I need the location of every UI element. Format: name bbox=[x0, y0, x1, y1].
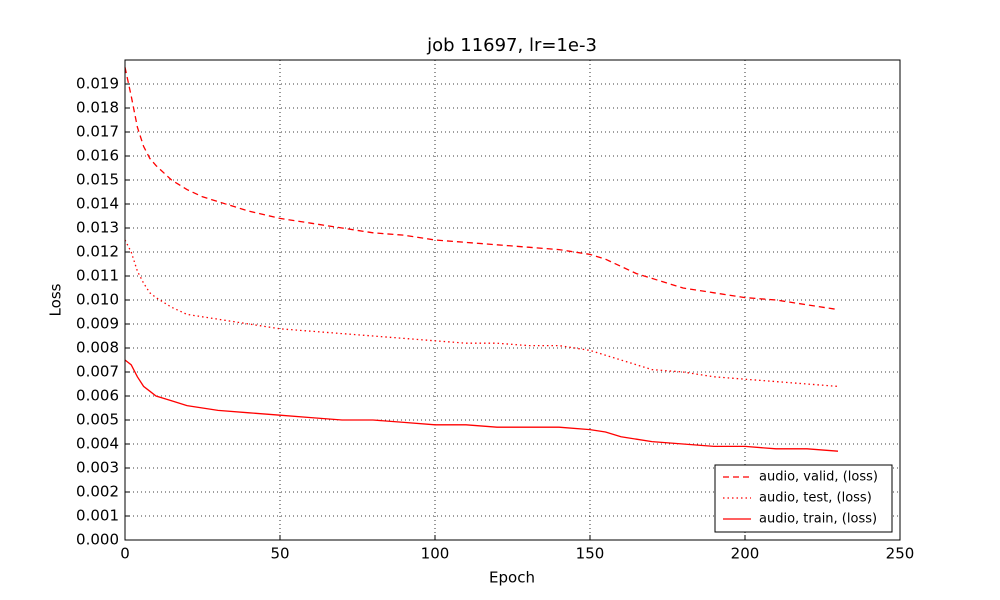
y-tick-label: 0.003 bbox=[76, 459, 119, 477]
y-tick-label: 0.006 bbox=[76, 387, 119, 405]
legend-label: audio, valid, (loss) bbox=[759, 470, 878, 485]
y-tick-label: 0.018 bbox=[76, 99, 119, 117]
legend-label: audio, train, (loss) bbox=[759, 512, 877, 527]
y-tick-label: 0.012 bbox=[76, 243, 119, 261]
x-tick-label: 0 bbox=[120, 545, 130, 563]
x-tick-label: 100 bbox=[421, 545, 450, 563]
y-tick-label: 0.015 bbox=[76, 171, 119, 189]
y-tick-label: 0.001 bbox=[76, 507, 119, 525]
y-tick-label: 0.000 bbox=[76, 531, 119, 549]
x-tick-label: 250 bbox=[886, 545, 915, 563]
x-axis-label: Epoch bbox=[489, 569, 535, 587]
y-tick-label: 0.002 bbox=[76, 483, 119, 501]
y-tick-label: 0.013 bbox=[76, 219, 119, 237]
y-tick-label: 0.014 bbox=[76, 195, 119, 213]
y-tick-label: 0.008 bbox=[76, 339, 119, 357]
legend-label: audio, test, (loss) bbox=[759, 491, 872, 506]
y-tick-label: 0.017 bbox=[76, 123, 119, 141]
data-line bbox=[124, 67, 839, 311]
y-tick-label: 0.016 bbox=[76, 147, 119, 165]
x-tick-label: 50 bbox=[270, 545, 289, 563]
y-tick-label: 0.010 bbox=[76, 291, 119, 309]
y-axis-label: Loss bbox=[47, 283, 65, 316]
data-line bbox=[124, 359, 839, 452]
plot-frame bbox=[124, 59, 901, 541]
y-tick-label: 0.007 bbox=[76, 363, 119, 381]
y-tick-label: 0.011 bbox=[76, 267, 119, 285]
x-tick-label: 200 bbox=[731, 545, 760, 563]
y-tick-label: 0.019 bbox=[76, 75, 119, 93]
chart-title: job 11697, lr=1e-3 bbox=[426, 35, 597, 56]
legend-box bbox=[714, 464, 893, 533]
y-tick-label: 0.005 bbox=[76, 411, 119, 429]
y-tick-label: 0.009 bbox=[76, 315, 119, 333]
y-tick-label: 0.004 bbox=[76, 435, 119, 453]
x-tick-label: 150 bbox=[576, 545, 605, 563]
